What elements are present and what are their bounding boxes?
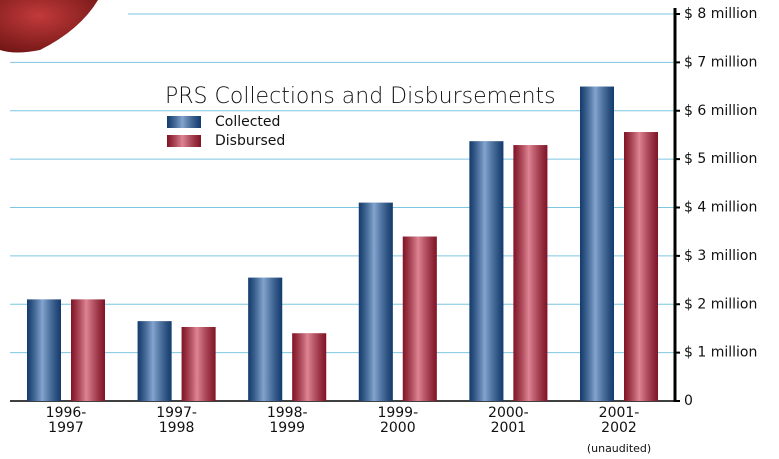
grid <box>10 14 675 401</box>
y-tick-label: $ 8 million <box>684 6 757 22</box>
decoration <box>0 0 98 53</box>
bar-shine <box>292 333 326 401</box>
legend-swatch-shine <box>167 135 201 147</box>
y-tick-label: $ 7 million <box>684 54 757 70</box>
y-tick-label: $ 4 million <box>684 200 757 216</box>
y-tick-label: 0 <box>684 393 693 409</box>
bar-shine <box>624 132 658 401</box>
y-tick-label: $ 1 million <box>684 345 757 361</box>
x-tick-label: 1998-1999 <box>267 405 308 436</box>
bar-shine <box>71 299 105 401</box>
x-tick-label: 1997-1998 <box>156 405 197 436</box>
bar-shine <box>580 87 614 401</box>
x-tick-label: 2000-2001 <box>488 405 529 436</box>
legend-label: Disbursed <box>215 133 285 149</box>
y-tick-label: $ 6 million <box>684 103 757 119</box>
legend-swatch-shine <box>167 116 201 128</box>
legend-label: Collected <box>215 114 280 130</box>
chart-title: PRS Collections and Disbursements <box>165 84 556 109</box>
bar-shine <box>27 299 61 401</box>
bar-shine <box>359 203 393 401</box>
x-tick-label: 1996-1997 <box>46 405 87 436</box>
x-tick-label: 2001-2002 <box>599 405 640 436</box>
y-tick-label: $ 2 million <box>684 296 757 312</box>
bar-shine <box>469 141 503 401</box>
bar-shine <box>138 321 172 401</box>
y-tick-label: $ 5 million <box>684 151 757 167</box>
annotation: (unaudited) <box>587 442 651 455</box>
bar-shine <box>403 237 437 401</box>
x-tick-label: 1999-2000 <box>377 405 418 436</box>
y-tick-label: $ 3 million <box>684 248 757 264</box>
bar-shine <box>248 278 282 401</box>
bar-shine <box>182 327 216 401</box>
chart: PRS Collections and Disbursements 0 $ 1 m… <box>0 0 779 459</box>
bar-shine <box>513 145 547 401</box>
